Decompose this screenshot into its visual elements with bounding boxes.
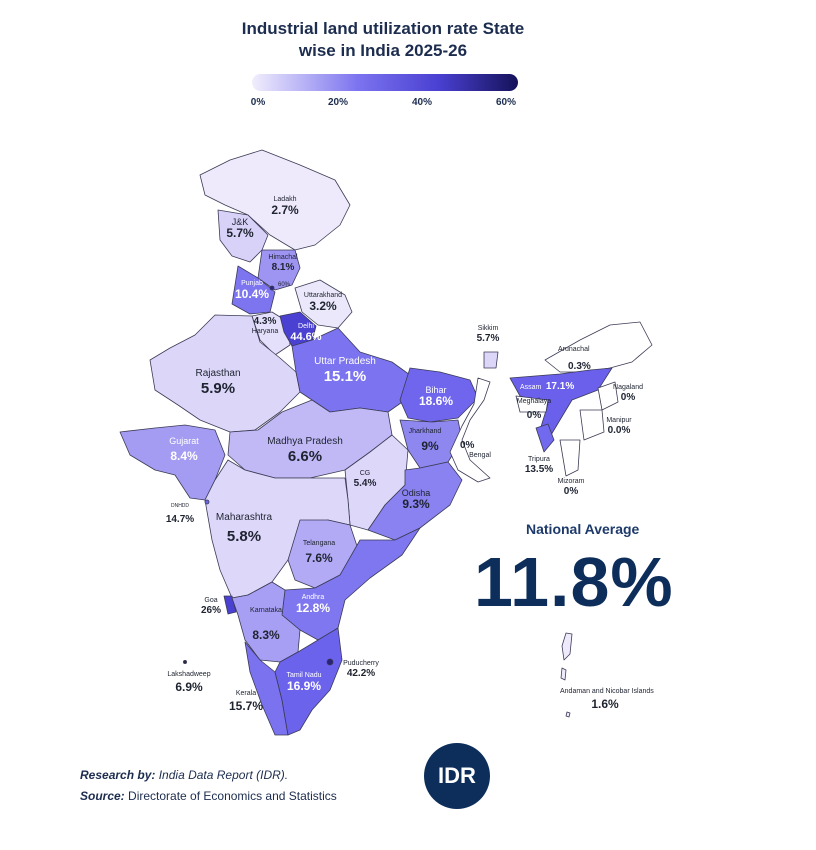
region-label-tamilnadu: Tamil Nadu 16.9%	[286, 672, 322, 694]
region-label-rajasthan: Rajasthan 5.9%	[195, 368, 241, 397]
legend-tick: 20%	[327, 97, 348, 108]
region-haryana	[251, 311, 291, 356]
region-puducherry	[326, 658, 334, 666]
region-label-meghalaya: Meghalaya 0%	[516, 398, 552, 422]
region-label-sikkim: Sikkim 5.7%	[476, 325, 500, 345]
region-label-andaman: Andaman and Nicobar Islands 1.6%	[560, 688, 654, 712]
region-karnataka	[231, 581, 301, 663]
region-bihar	[399, 367, 479, 423]
region-label-mp: Madhya Pradesh 6.6%	[267, 436, 343, 465]
region-label-bihar: Bihar 18.6%	[418, 385, 454, 409]
region-lakshadweep	[182, 660, 187, 665]
region-label-puducherry: Puducherry 42.2%	[343, 660, 379, 680]
region-manipur	[579, 409, 605, 441]
region-label-up: Uttar Pradesh 15.1%	[314, 356, 376, 385]
region-andaman	[560, 632, 573, 718]
region-nagaland	[597, 381, 619, 411]
legend-tick: 0%	[250, 97, 266, 108]
region-label-andhra: Andhra 12.8%	[295, 594, 331, 616]
region-uttarakhand	[294, 279, 353, 329]
region-label-bengal: 0% Bengal	[460, 440, 491, 459]
region-label-chandigarh: 60%	[277, 282, 290, 288]
region-dnhdd	[204, 499, 210, 505]
region-label-cg: CG 5.4%	[353, 470, 377, 490]
region-label-lakshadweep: Lakshadweep 6.9%	[167, 671, 211, 695]
national-average-label: National Average	[526, 521, 640, 537]
region-label-goa: Goa 26%	[200, 597, 221, 617]
legend-tick: 40%	[411, 97, 432, 108]
region-label-odisha: Odisha 9.3%	[401, 488, 431, 512]
region-label-maharashtra: Maharashtra 5.8%	[215, 512, 273, 545]
region-ladakh	[199, 149, 351, 251]
research-label: Research by:	[80, 768, 156, 782]
legend-color-scale	[252, 74, 518, 91]
region-label-tripura: Tripura 13.5%	[524, 456, 554, 476]
source-value: Directorate of Economics and Statistics	[128, 789, 337, 803]
region-label-ladakh: Ladakh 2.7%	[271, 196, 299, 218]
region-sikkim	[483, 351, 499, 369]
region-label-jk: J&K 5.7%	[226, 217, 254, 241]
region-label-uttarakhand: Uttarakhand 3.2%	[303, 292, 343, 314]
research-value: India Data Report (IDR).	[158, 768, 289, 782]
idr-logo: IDR	[424, 743, 490, 809]
national-average-value: 11.8%	[474, 543, 674, 621]
region-label-karnataka: Karnataka 8.3%	[250, 607, 282, 643]
region-up	[291, 327, 411, 413]
region-chandigarh	[269, 285, 275, 291]
region-label-telangana: Telangana 7.6%	[302, 540, 336, 566]
region-bengal	[449, 377, 491, 483]
region-label-assam: Assam 17.1%	[520, 381, 575, 392]
region-tripura	[535, 423, 555, 453]
region-label-himachal: Himachal 8.1%	[268, 254, 298, 274]
region-tamilnadu	[274, 627, 343, 736]
region-label-nagaland: Nagaland 0%	[613, 384, 643, 404]
map-title: Industrial land utilization rate State w…	[241, 19, 525, 60]
region-mizoram	[559, 439, 581, 477]
region-label-haryana: 4.3% Haryana	[251, 316, 279, 335]
source-credit: Source: Directorate of Economics and Sta…	[80, 789, 337, 803]
region-jk	[217, 209, 269, 263]
region-label-delhi: Delhi 44.6%	[290, 323, 322, 344]
region-label-dnhdd: DNHDD 14.7%	[165, 503, 195, 525]
research-credit: Research by: India Data Report (IDR).	[80, 768, 288, 782]
region-label-punjab: Punjab 10.4%	[234, 280, 270, 302]
region-label-jharkhand: Jharkhand 9%	[408, 428, 442, 454]
region-punjab	[231, 265, 276, 315]
legend-tick: 60%	[495, 97, 516, 108]
region-label-arunachal: Arunachal 0.3%	[558, 346, 591, 373]
region-meghalaya	[515, 395, 549, 413]
region-label-mizoram: Mizoram 0%	[557, 478, 585, 498]
region-label-kerala: Kerala 15.7%	[228, 690, 264, 714]
region-label-gujarat: Gujarat 8.4%	[169, 436, 199, 464]
source-label: Source:	[80, 789, 125, 803]
region-label-manipur: Manipur 0.0%	[606, 417, 632, 437]
